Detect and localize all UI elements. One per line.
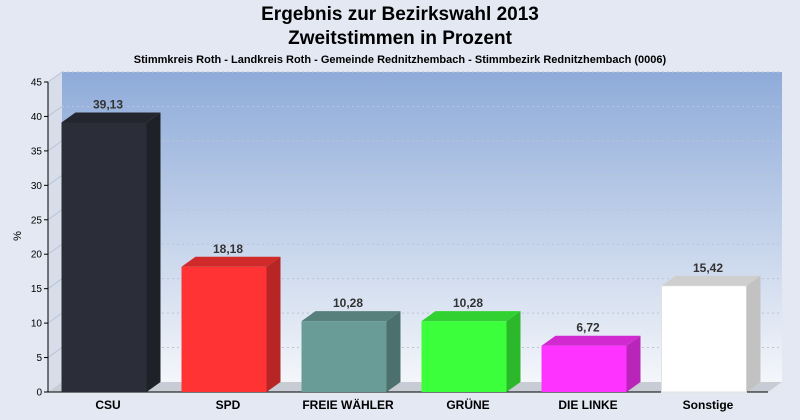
chart-title: Ergebnis zur Bezirkswahl 2013 bbox=[261, 4, 539, 25]
chart-subtitle: Zweitstimmen in Prozent bbox=[288, 28, 512, 49]
data-label: 10,28 bbox=[333, 296, 363, 310]
gridline-side bbox=[47, 278, 63, 290]
bar-side bbox=[626, 335, 641, 392]
bar-top bbox=[541, 335, 641, 346]
x-tick-label: FREIE WÄHLER bbox=[302, 397, 394, 412]
x-tick-label: Sonstige bbox=[683, 398, 734, 412]
data-label: 15,42 bbox=[693, 261, 723, 275]
data-label: 18,18 bbox=[213, 242, 243, 256]
y-tick-label: 25 bbox=[31, 215, 43, 226]
gridline-side bbox=[47, 347, 63, 358]
bar-die-linke bbox=[541, 345, 627, 392]
bar-top bbox=[421, 311, 521, 322]
y-tick-label: 0 bbox=[36, 388, 42, 399]
bar-top bbox=[61, 112, 161, 123]
gridline-side bbox=[47, 71, 63, 83]
gridline-side bbox=[47, 174, 63, 186]
bar-csu bbox=[61, 122, 147, 392]
gridline-side bbox=[47, 106, 63, 117]
y-tick-label: 30 bbox=[31, 181, 43, 192]
bar-side bbox=[266, 256, 281, 392]
bar-side bbox=[146, 112, 161, 392]
bar-spd bbox=[181, 266, 267, 392]
y-tick-label: 10 bbox=[31, 319, 43, 330]
x-tick-label: SPD bbox=[216, 398, 241, 412]
bar-grüne bbox=[421, 321, 507, 392]
bar-sonstige bbox=[661, 285, 747, 393]
gridline-side bbox=[47, 312, 63, 324]
bar-top bbox=[661, 275, 761, 286]
y-tick-label: 20 bbox=[31, 250, 43, 261]
data-label: 39,13 bbox=[93, 97, 123, 111]
bar-freie-wähler bbox=[301, 321, 387, 392]
data-label: 10,28 bbox=[453, 296, 483, 310]
y-tick-label: 35 bbox=[31, 146, 43, 157]
y-tick-label: 15 bbox=[31, 284, 43, 295]
bar-top bbox=[301, 311, 401, 322]
y-tick-label: 45 bbox=[31, 78, 43, 89]
x-tick-label: CSU bbox=[95, 398, 120, 412]
y-tick-label: 40 bbox=[31, 112, 43, 123]
x-tick-label: GRÜNE bbox=[446, 397, 489, 412]
gridline-side bbox=[47, 243, 63, 255]
y-axis-label: % bbox=[12, 231, 24, 241]
chart-caption: Stimmkreis Roth - Landkreis Roth - Gemei… bbox=[133, 54, 667, 66]
gridline-side bbox=[47, 140, 63, 152]
bar-side bbox=[746, 275, 761, 392]
bar-top bbox=[181, 256, 281, 267]
bar-side bbox=[506, 311, 521, 392]
bar-side bbox=[386, 311, 401, 392]
x-tick-label: DIE LINKE bbox=[558, 398, 617, 412]
y-tick-label: 5 bbox=[36, 353, 42, 364]
gridline-side bbox=[47, 209, 63, 221]
data-label: 6,72 bbox=[576, 321, 600, 335]
plot-side-wall bbox=[48, 72, 62, 392]
